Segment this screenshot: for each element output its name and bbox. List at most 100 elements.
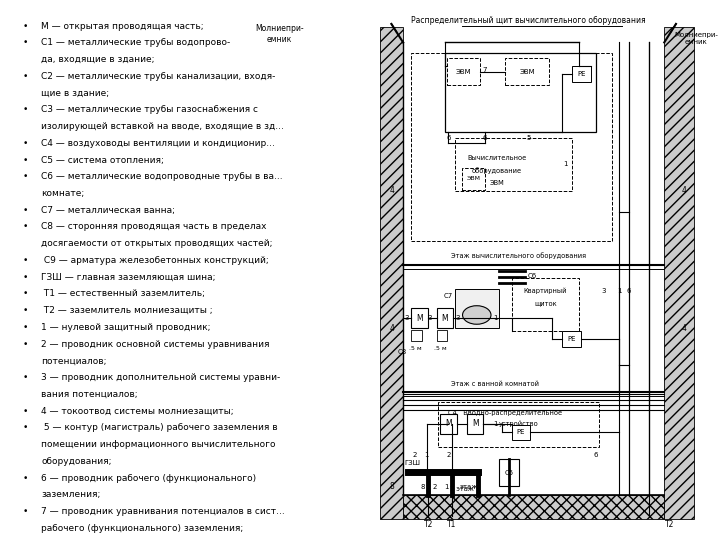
Bar xyxy=(562,331,580,347)
Text: 4: 4 xyxy=(682,186,687,195)
Bar xyxy=(440,414,456,434)
Text: 2: 2 xyxy=(446,452,451,458)
Text: оборудование: оборудование xyxy=(472,167,522,174)
Bar xyxy=(498,460,519,486)
Text: •: • xyxy=(22,156,27,165)
Text: 8: 8 xyxy=(390,482,395,491)
Text: М: М xyxy=(441,314,449,323)
Text: C6 — металлические водопроводные трубы в ва...: C6 — металлические водопроводные трубы в… xyxy=(41,172,283,181)
Text: ГЗШ — главная заземляющая шина;: ГЗШ — главная заземляющая шина; xyxy=(41,273,216,282)
Text: С7: С7 xyxy=(444,293,453,300)
Text: М: М xyxy=(472,420,478,429)
Text: помещении информационного вычислительного: помещении информационного вычислительног… xyxy=(41,440,276,449)
Text: PE: PE xyxy=(517,429,525,435)
Text: да, входящие в здание;: да, входящие в здание; xyxy=(41,55,155,64)
Text: •: • xyxy=(22,423,27,433)
Ellipse shape xyxy=(462,306,491,324)
Text: C5 — система отопления;: C5 — система отопления; xyxy=(41,156,164,165)
Text: Распределительный щит вычислительного оборудования: Распределительный щит вычислительного об… xyxy=(411,16,646,25)
Bar xyxy=(412,53,612,241)
Text: 2: 2 xyxy=(433,484,437,490)
Text: •: • xyxy=(22,323,27,332)
Bar xyxy=(512,424,531,441)
Text: 4: 4 xyxy=(682,323,687,333)
Text: T2 — заземлитель молниезащиты ;: T2 — заземлитель молниезащиты ; xyxy=(41,306,213,315)
Bar xyxy=(403,495,665,519)
Text: рабочего (функционального) заземления;: рабочего (функционального) заземления; xyxy=(41,524,243,533)
Text: •: • xyxy=(22,474,27,483)
Text: ЭВМ: ЭВМ xyxy=(456,69,471,75)
Text: .5 м: .5 м xyxy=(433,346,446,351)
Text: комнате;: комнате; xyxy=(41,189,84,198)
Text: 5 — контур (магистраль) рабочего заземления в: 5 — контур (магистраль) рабочего заземле… xyxy=(41,423,278,433)
Bar xyxy=(455,138,572,191)
Text: 1: 1 xyxy=(424,452,429,458)
Text: 1: 1 xyxy=(493,421,498,427)
Text: 4: 4 xyxy=(390,186,395,195)
Text: ГЗШ: ГЗШ xyxy=(404,460,420,466)
Text: 2: 2 xyxy=(413,452,417,458)
Bar xyxy=(445,53,595,132)
Text: вания потенциалов;: вания потенциалов; xyxy=(41,390,138,399)
Text: •: • xyxy=(22,172,27,181)
Text: •: • xyxy=(22,507,27,516)
Text: оборудования;: оборудования; xyxy=(41,457,112,466)
Bar xyxy=(438,402,599,447)
Text: 1 — нулевой защитный проводник;: 1 — нулевой защитный проводник; xyxy=(41,323,211,332)
Bar xyxy=(412,330,421,341)
Bar xyxy=(436,308,454,328)
Bar xyxy=(446,58,480,85)
Bar xyxy=(436,330,446,341)
Bar xyxy=(467,414,483,434)
Text: •: • xyxy=(22,22,27,31)
Text: М: М xyxy=(417,314,423,323)
Text: С6: С6 xyxy=(527,273,536,279)
Text: C1 — металлические трубы водопрово-: C1 — металлические трубы водопрово- xyxy=(41,38,230,48)
Text: С5: С5 xyxy=(504,470,513,476)
Text: Вычислительное: Вычислительное xyxy=(467,155,526,161)
Text: 3 — проводник дополнительной системы уравни-: 3 — проводник дополнительной системы ура… xyxy=(41,373,281,382)
Text: •: • xyxy=(22,256,27,265)
Text: C8 — сторонняя проводящая часть в пределах: C8 — сторонняя проводящая часть в предел… xyxy=(41,222,266,232)
Text: ЭВМ: ЭВМ xyxy=(490,180,504,186)
Text: •: • xyxy=(22,139,27,148)
Text: C2 — металлические трубы канализации, входя-: C2 — металлические трубы канализации, вх… xyxy=(41,72,276,81)
Text: М — открытая проводящая часть;: М — открытая проводящая часть; xyxy=(41,22,204,31)
Text: 1: 1 xyxy=(493,315,498,321)
Text: 8: 8 xyxy=(421,484,426,490)
Text: 5: 5 xyxy=(526,134,531,141)
Bar xyxy=(412,308,428,328)
Text: ЭВМ: ЭВМ xyxy=(519,69,535,75)
Text: C7 — металлическая ванна;: C7 — металлическая ванна; xyxy=(41,206,175,215)
Text: 1 этаж: 1 этаж xyxy=(450,485,474,491)
Text: 1: 1 xyxy=(563,161,568,167)
Text: 6 — проводник рабочего (функционального): 6 — проводник рабочего (функционального) xyxy=(41,474,256,483)
Text: 6: 6 xyxy=(446,134,451,141)
Text: 1: 1 xyxy=(617,288,621,294)
Text: 7 — проводник уравнивания потенциалов в сист...: 7 — проводник уравнивания потенциалов в … xyxy=(41,507,285,516)
Bar xyxy=(379,26,403,519)
Text: С8: С8 xyxy=(397,349,407,355)
Text: досягаемости от открытых проводящих частей;: досягаемости от открытых проводящих част… xyxy=(41,239,273,248)
Text: 4: 4 xyxy=(390,323,395,333)
Text: устройство: устройство xyxy=(499,420,539,427)
Bar xyxy=(462,168,485,190)
Bar xyxy=(512,278,579,331)
Text: •: • xyxy=(22,222,27,232)
Text: C3 — металлические трубы газоснабжения с: C3 — металлические трубы газоснабжения с xyxy=(41,105,258,114)
Text: Т1: Т1 xyxy=(447,519,456,529)
Text: •: • xyxy=(22,306,27,315)
Text: •: • xyxy=(22,407,27,416)
Text: 6: 6 xyxy=(483,134,487,141)
Text: C4 — воздуховоды вентиляции и кондиционир...: C4 — воздуховоды вентиляции и кондициони… xyxy=(41,139,275,148)
Text: 6: 6 xyxy=(627,288,631,294)
Text: 3: 3 xyxy=(404,315,409,321)
Text: 3: 3 xyxy=(428,315,432,321)
Text: 2 — проводник основной системы уравнивания: 2 — проводник основной системы уравниван… xyxy=(41,340,270,349)
Text: 6: 6 xyxy=(593,452,598,458)
Text: C9 — арматура железобетонных конструкций;: C9 — арматура железобетонных конструкций… xyxy=(41,256,269,265)
Text: 1: 1 xyxy=(444,484,449,490)
Text: T1 — естественный заземлитель;: T1 — естественный заземлитель; xyxy=(41,289,205,299)
Text: 7: 7 xyxy=(483,67,487,73)
Text: этаж: этаж xyxy=(460,484,479,490)
